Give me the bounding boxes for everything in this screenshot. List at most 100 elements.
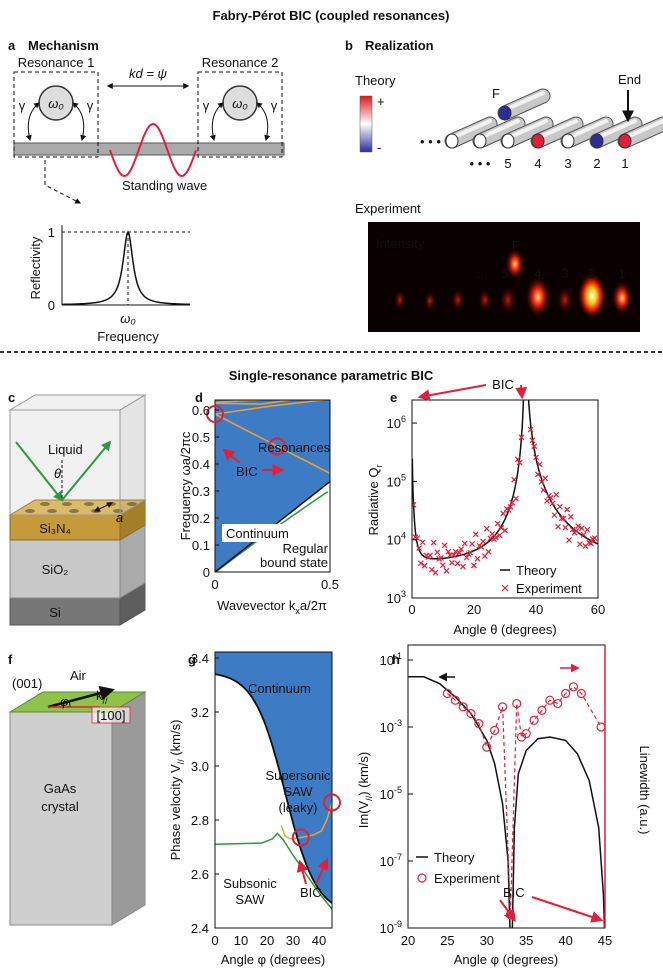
label: BIC	[300, 885, 322, 900]
experiment-point	[577, 541, 583, 548]
tick-label: 40	[558, 933, 572, 948]
tick-label: 25	[440, 933, 454, 948]
experiment-point	[470, 562, 477, 569]
axis-label: Radiative Qr	[366, 465, 384, 536]
axis-label: Linewidth (a.u.)	[637, 746, 652, 835]
label: (001)	[12, 676, 42, 691]
tick-label: 40	[529, 602, 543, 617]
tick-label: 0	[48, 298, 55, 313]
label: [100]	[97, 708, 126, 723]
axis-label: Frequency	[97, 329, 159, 344]
theory-curve	[511, 736, 605, 928]
hole	[25, 509, 35, 513]
tick-label: 60	[591, 602, 605, 617]
experiment-point	[511, 476, 518, 483]
experiment-point	[553, 491, 560, 498]
tick-exponent: -3	[394, 718, 402, 728]
experiment-point	[576, 688, 586, 699]
experiment-point	[497, 702, 508, 712]
incident-beam	[15, 441, 64, 502]
experiment-point	[461, 540, 468, 547]
experiment-point	[545, 695, 555, 705]
theory-curve	[412, 400, 525, 560]
tick-label: 0.2	[192, 511, 210, 526]
label: SAW	[235, 892, 265, 907]
tick-label: 0.6	[192, 403, 210, 418]
label: BIC	[503, 885, 525, 900]
tick-label: 0.1	[192, 538, 210, 553]
tick-label: 106	[387, 414, 406, 431]
experiment-point	[496, 532, 503, 539]
experiment-point	[551, 512, 558, 519]
label: Theory	[355, 73, 396, 88]
experiment-point	[547, 494, 554, 501]
bic-arrow	[296, 859, 309, 885]
resonance-band	[215, 413, 330, 475]
experiment-point	[580, 531, 587, 538]
frame	[411, 399, 599, 599]
experiment-point	[512, 698, 522, 709]
tick-base: 10	[380, 720, 394, 735]
period-arrow	[93, 502, 114, 512]
intensity-spot	[611, 281, 633, 315]
spot-index: 3	[561, 266, 568, 281]
label: b	[345, 38, 353, 53]
experiment-point	[514, 456, 521, 463]
label: a	[8, 38, 16, 53]
legend-label: Theory	[516, 563, 557, 578]
legend-label: Theory	[434, 850, 475, 865]
tick-base: 10	[387, 533, 401, 548]
rod	[473, 117, 525, 148]
experiment-point	[549, 500, 556, 507]
tick-label: 10-5	[380, 785, 402, 802]
tick-label: 3.2	[191, 705, 209, 720]
label: Experiment	[355, 201, 421, 216]
tick-base: 10	[380, 921, 394, 936]
label: k//	[96, 688, 108, 706]
plot-g	[215, 652, 332, 910]
intensity-spot	[423, 290, 437, 312]
experiment-point	[490, 725, 500, 735]
experiment-point	[466, 708, 476, 719]
coupling-arrow	[25, 102, 40, 142]
label: Liquid	[48, 442, 83, 457]
rod-highlight	[597, 119, 637, 139]
rod-index: 3	[564, 156, 571, 171]
intensity-spot	[477, 288, 493, 312]
rod-index: 2	[593, 156, 600, 171]
wavevector	[47, 685, 115, 709]
experiment-point	[573, 528, 580, 534]
experiment-point	[516, 459, 523, 466]
axis-label: Angle φ (degrees)	[221, 952, 326, 967]
tick-label: 2.8	[191, 813, 209, 828]
experiment-point	[513, 495, 519, 502]
experiment-point	[474, 719, 484, 729]
tick-label: 40	[312, 933, 326, 948]
experiment-point	[449, 559, 455, 566]
tick-exponent: 5	[401, 472, 406, 482]
label: ω₀	[48, 96, 64, 111]
spot-index: 5	[501, 266, 508, 281]
label: (leaky)	[278, 800, 317, 815]
experiment-point	[427, 552, 433, 559]
experiment-point	[562, 524, 569, 531]
dir-box	[91, 706, 131, 724]
bic-arrow	[531, 896, 604, 923]
experiment-point	[478, 543, 485, 550]
label: Continuum	[248, 681, 311, 696]
experiment-point	[526, 387, 531, 392]
experiment-point	[421, 562, 428, 569]
label: Resonance 1	[18, 55, 95, 70]
experiment-point	[560, 688, 571, 699]
frame	[214, 651, 333, 929]
tick-label: 10-3	[380, 718, 402, 735]
spot-index: 4	[534, 266, 541, 281]
tick-label: 0.5	[321, 577, 339, 592]
axis-label: Angle θ (degrees)	[453, 622, 556, 637]
hole	[127, 502, 137, 506]
label: e	[390, 390, 397, 405]
legend-label: Experiment	[516, 581, 582, 596]
hole	[62, 502, 72, 506]
label: Standing wave	[122, 178, 207, 193]
rod	[498, 89, 550, 120]
